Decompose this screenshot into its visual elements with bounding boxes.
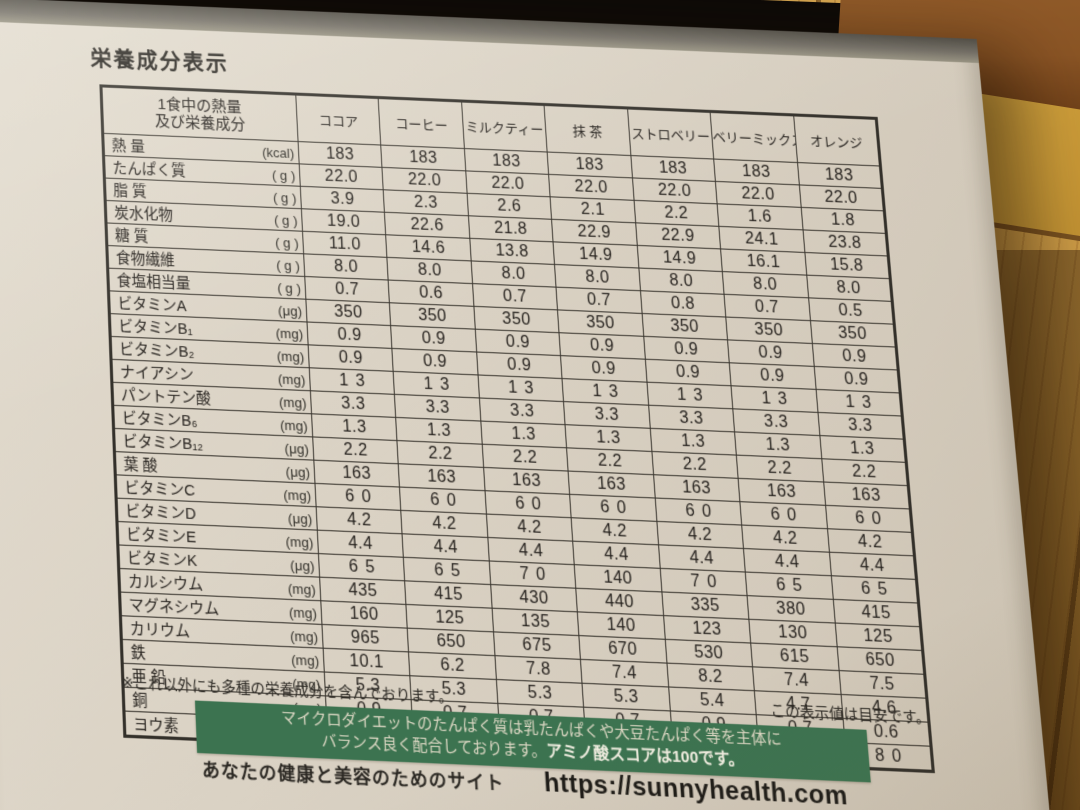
nutrition-table: 1食中の熱量 及び栄養成分 ココア コーヒー ミルクティー抹 茶ストロベリー ベリーミ… bbox=[99, 84, 935, 774]
header-corner-cell: 1食中の熱量 及び栄養成分 bbox=[100, 85, 299, 142]
column-header: ストロベリー bbox=[627, 107, 714, 160]
nutrient-unit: ( g ) bbox=[276, 279, 302, 297]
nutrient-unit: (mg) bbox=[287, 580, 316, 598]
nutrient-name: 炭水化物 bbox=[113, 205, 174, 225]
nutrient-name: 熱 量 bbox=[111, 138, 146, 156]
nutrient-name: ビタミンB₁₂ bbox=[122, 433, 204, 454]
nutrient-unit: (kcal) bbox=[261, 144, 295, 162]
nutrient-name: 食塩相当量 bbox=[116, 273, 191, 293]
nutrient-name: ビタミンB₆ bbox=[121, 410, 198, 431]
nutrient-name: ビタミンD bbox=[125, 503, 197, 524]
nutrient-unit: (mg) bbox=[290, 651, 320, 670]
column-header: オレンジ bbox=[793, 114, 881, 167]
nutrient-name: 葉 酸 bbox=[123, 456, 158, 476]
nutrient-name: ヨウ素 bbox=[132, 716, 180, 736]
nutrient-name: カルシウム bbox=[127, 573, 204, 595]
column-header: ベリーミックス bbox=[710, 111, 798, 163]
nutrient-unit: (mg) bbox=[275, 325, 304, 343]
nutrient-unit: ( g ) bbox=[275, 257, 301, 274]
nutrient-name: ビタミンB₂ bbox=[119, 341, 195, 362]
nutrient-unit: ( g ) bbox=[272, 189, 297, 206]
nutrient-name: ビタミンA bbox=[117, 295, 187, 316]
nutrient-unit: (μg) bbox=[277, 302, 303, 320]
nutrient-unit: (mg) bbox=[278, 394, 307, 411]
nutrient-unit: (μg) bbox=[284, 440, 310, 458]
nutrient-name: ビタミンB₁ bbox=[118, 318, 193, 339]
nutrient-unit: (mg) bbox=[283, 486, 312, 504]
nutrient-unit: (mg) bbox=[285, 533, 314, 551]
nutrient-name: カリウム bbox=[129, 620, 191, 641]
nutrient-name: パントテン酸 bbox=[120, 387, 212, 408]
nutrient-unit: (mg) bbox=[288, 604, 318, 622]
nutrient-name: たんぱく質 bbox=[112, 160, 187, 180]
nutrient-unit: (μg) bbox=[285, 463, 311, 481]
nutrient-name: 食物繊維 bbox=[115, 250, 176, 270]
nutrient-unit: (mg) bbox=[279, 417, 308, 435]
nutrient-name: ビタミンE bbox=[125, 526, 197, 547]
column-header: 抹 茶 bbox=[544, 104, 631, 156]
panel-title: 栄養成分表示 bbox=[90, 46, 230, 76]
nutrient-name: ビタミンC bbox=[124, 479, 196, 500]
column-header: ミルクティー bbox=[461, 101, 548, 153]
nutrient-unit: (μg) bbox=[287, 510, 313, 528]
column-header: コーヒー bbox=[378, 97, 465, 149]
nutrient-unit: ( g ) bbox=[273, 212, 298, 229]
nutrient-name: ビタミンK bbox=[126, 550, 198, 571]
nutrient-unit: (mg) bbox=[276, 348, 305, 365]
nutrient-name: 糖 質 bbox=[114, 227, 149, 246]
column-header: ココア bbox=[295, 94, 382, 146]
header-corner-line2: 及び栄養成分 bbox=[154, 112, 246, 134]
nutrient-unit: ( g ) bbox=[274, 234, 299, 252]
nutrient-name: 脂 質 bbox=[113, 182, 148, 201]
nutrient-name: マグネシウム bbox=[128, 597, 220, 619]
nutrient-unit: ( g ) bbox=[271, 167, 296, 184]
nutrient-name: ナイアシン bbox=[119, 364, 195, 385]
nutrient-unit: (μg) bbox=[289, 557, 315, 575]
nutrient-unit: (mg) bbox=[277, 371, 306, 388]
nutrient-name: 鉄 bbox=[130, 644, 147, 663]
nutrient-unit: (mg) bbox=[289, 627, 319, 646]
